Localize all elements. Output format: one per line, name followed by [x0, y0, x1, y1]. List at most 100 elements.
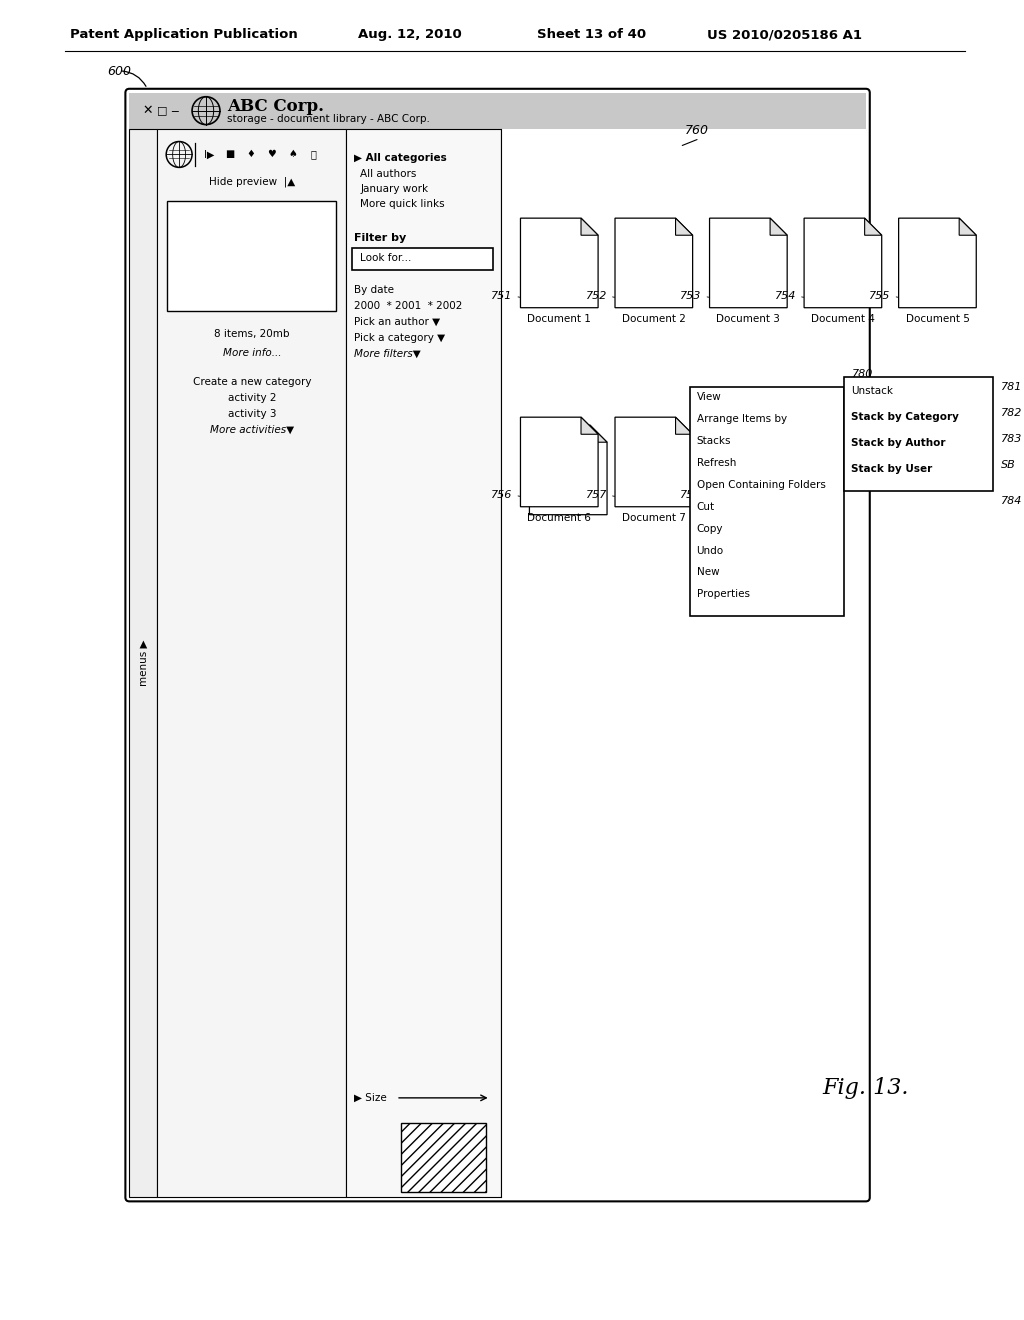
- Polygon shape: [590, 425, 607, 442]
- Text: 760: 760: [685, 124, 709, 136]
- Text: Copy: Copy: [696, 524, 723, 533]
- Text: Aug. 12, 2010: Aug. 12, 2010: [358, 28, 462, 41]
- Text: Pick an author ▼: Pick an author ▼: [354, 317, 440, 326]
- Text: Cut: Cut: [696, 502, 715, 512]
- Text: ABC Corp.: ABC Corp.: [227, 98, 324, 115]
- Polygon shape: [520, 218, 598, 308]
- Text: Undo: Undo: [696, 545, 724, 556]
- Bar: [129, 92, 865, 128]
- Polygon shape: [676, 417, 692, 434]
- Text: SB: SB: [1001, 459, 1016, 470]
- Text: Arrange Items by: Arrange Items by: [696, 414, 786, 424]
- Text: Unstack: Unstack: [851, 387, 893, 396]
- Polygon shape: [615, 417, 692, 507]
- Text: 782: 782: [1001, 408, 1023, 418]
- Text: 783: 783: [1001, 434, 1023, 444]
- Text: menus ▶: menus ▶: [138, 640, 148, 686]
- Polygon shape: [899, 218, 976, 308]
- Text: Document 7: Document 7: [622, 512, 686, 523]
- Text: Fig. 13.: Fig. 13.: [822, 1077, 909, 1100]
- Text: Refresh: Refresh: [696, 458, 736, 469]
- Polygon shape: [529, 425, 607, 515]
- Text: 758: 758: [680, 490, 701, 500]
- Text: Look for...: Look for...: [360, 253, 412, 263]
- Text: ─: ─: [171, 106, 177, 116]
- Text: 754: 754: [775, 290, 796, 301]
- Bar: [167, 201, 336, 310]
- Text: 2000  * 2001  * 2002: 2000 * 2001 * 2002: [354, 301, 463, 310]
- Text: Document 3: Document 3: [717, 314, 780, 323]
- Text: Stack by Category: Stack by Category: [851, 412, 958, 422]
- Text: More info...: More info...: [222, 348, 281, 359]
- Text: 🌐: 🌐: [310, 149, 316, 160]
- Polygon shape: [676, 218, 692, 235]
- Text: Create a new category: Create a new category: [193, 378, 311, 387]
- Text: 8 items, 20mb: 8 items, 20mb: [214, 329, 290, 339]
- Polygon shape: [804, 218, 882, 308]
- Text: Document 1: Document 1: [527, 314, 591, 323]
- Text: 757: 757: [586, 490, 607, 500]
- Text: Stack by Author: Stack by Author: [851, 438, 945, 447]
- Text: 755: 755: [869, 290, 891, 301]
- Polygon shape: [581, 218, 598, 235]
- Text: Document 2: Document 2: [622, 314, 686, 323]
- Text: Document 4: Document 4: [811, 314, 874, 323]
- Text: activity 2: activity 2: [227, 393, 276, 404]
- Text: 781: 781: [1001, 383, 1023, 392]
- Text: Stack by User: Stack by User: [851, 463, 932, 474]
- Text: More activities▼: More activities▼: [210, 425, 294, 436]
- Bar: [401, 1123, 485, 1192]
- Text: storage - document library - ABC Corp.: storage - document library - ABC Corp.: [227, 114, 430, 124]
- Text: ♦: ♦: [247, 149, 255, 160]
- Text: More filters▼: More filters▼: [354, 348, 421, 359]
- Text: 600: 600: [108, 65, 131, 78]
- Bar: [129, 128, 158, 1197]
- Text: activity 3: activity 3: [227, 409, 276, 420]
- Text: More quick links: More quick links: [360, 199, 444, 209]
- Polygon shape: [864, 218, 882, 235]
- Text: I▶: I▶: [204, 149, 214, 160]
- FancyBboxPatch shape: [125, 88, 869, 1201]
- Text: Document 6: Document 6: [527, 512, 591, 523]
- Text: Patent Application Publication: Patent Application Publication: [70, 28, 297, 41]
- Text: All authors: All authors: [360, 169, 417, 180]
- Polygon shape: [615, 218, 692, 308]
- Text: ✕: ✕: [142, 104, 153, 117]
- Text: View: View: [696, 392, 721, 403]
- Text: US 2010/0205186 A1: US 2010/0205186 A1: [707, 28, 861, 41]
- Text: 752: 752: [586, 290, 607, 301]
- Text: Hide preview  |▲: Hide preview |▲: [209, 176, 295, 186]
- Text: Filter by: Filter by: [354, 234, 407, 243]
- Polygon shape: [959, 218, 976, 235]
- Text: 756: 756: [492, 490, 512, 500]
- Text: Pick a category ▼: Pick a category ▼: [354, 333, 445, 343]
- Text: Open Containing Folders: Open Containing Folders: [696, 480, 825, 490]
- Text: ♠: ♠: [288, 149, 297, 160]
- Bar: [346, 128, 501, 1197]
- Text: Document 8: Document 8: [717, 512, 780, 523]
- Text: 751: 751: [492, 290, 512, 301]
- Polygon shape: [770, 218, 787, 235]
- Text: ■: ■: [225, 149, 234, 160]
- Text: Sheet 13 of 40: Sheet 13 of 40: [538, 28, 646, 41]
- Text: Properties: Properties: [696, 589, 750, 599]
- Text: Document 5: Document 5: [905, 314, 970, 323]
- Text: ▶ All categories: ▶ All categories: [354, 153, 447, 164]
- Polygon shape: [710, 218, 787, 308]
- Bar: [844, 378, 993, 491]
- Text: 753: 753: [680, 290, 701, 301]
- Bar: [352, 248, 493, 269]
- Bar: [158, 128, 346, 1197]
- Polygon shape: [710, 417, 787, 507]
- Polygon shape: [520, 417, 598, 507]
- Polygon shape: [581, 417, 598, 434]
- Text: ▶ Size: ▶ Size: [354, 1093, 387, 1104]
- Text: Stacks: Stacks: [696, 436, 731, 446]
- Bar: [501, 128, 861, 1197]
- Text: ♥: ♥: [267, 149, 276, 160]
- Text: By date: By date: [354, 285, 394, 294]
- Text: 784: 784: [1001, 496, 1023, 506]
- Polygon shape: [770, 417, 787, 434]
- Text: □: □: [157, 106, 168, 116]
- Text: New: New: [696, 568, 719, 577]
